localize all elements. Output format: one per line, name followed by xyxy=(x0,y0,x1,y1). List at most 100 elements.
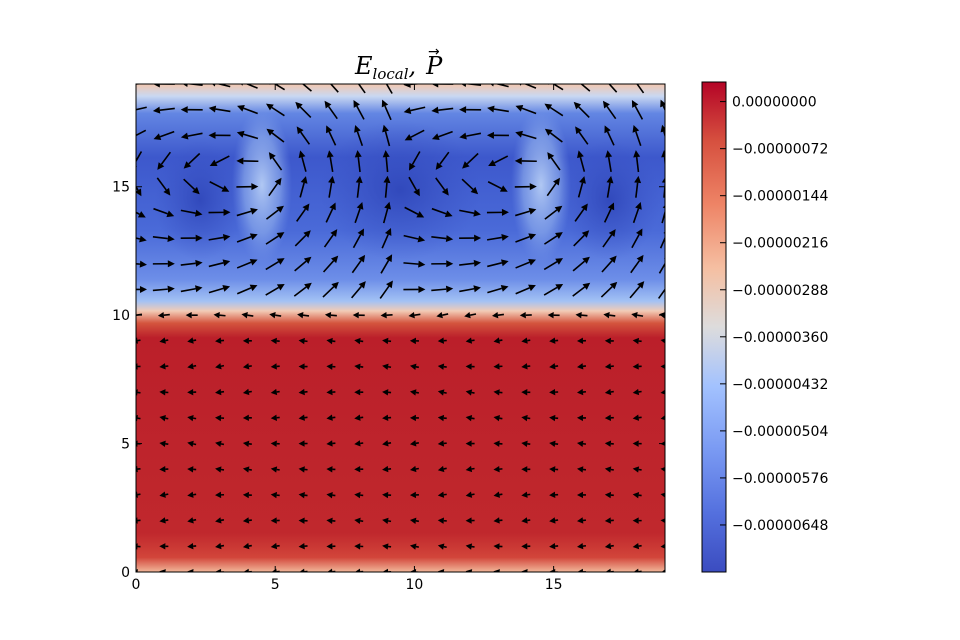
quiver-arrow xyxy=(577,363,587,370)
quiver-arrow xyxy=(180,234,203,242)
quiver-arrow xyxy=(636,84,645,94)
quiver-arrow xyxy=(382,465,392,473)
quiver-arrow xyxy=(298,466,308,473)
quiver-arrow xyxy=(573,230,590,247)
quiver-arrow xyxy=(549,440,559,447)
quiver-arrow xyxy=(157,151,172,170)
quiver-arrow xyxy=(437,543,447,550)
quiver-arrow xyxy=(409,517,419,525)
x-tick-label: 15 xyxy=(545,577,563,593)
field-dark-left xyxy=(155,140,245,260)
quiver-arrow xyxy=(603,202,615,223)
quiver-arrow xyxy=(576,388,587,396)
quiver-arrow xyxy=(352,311,365,319)
quiver-arrow xyxy=(382,491,392,499)
quiver-arrow xyxy=(459,259,482,267)
quiver-arrow xyxy=(236,284,258,295)
quiver-arrow xyxy=(215,568,225,572)
quiver-arrow xyxy=(603,311,616,319)
quiver-arrow xyxy=(354,466,364,473)
quiver-arrow xyxy=(136,211,146,218)
quiver-arrow xyxy=(236,130,259,140)
quiver-arrow xyxy=(136,260,147,268)
quiver-arrow xyxy=(236,183,259,191)
quiver-arrow xyxy=(354,202,364,224)
quiver-arrow xyxy=(382,543,392,550)
quiver-arrow xyxy=(465,337,475,344)
title-main: E xyxy=(354,52,373,80)
quiver-arrow xyxy=(403,260,426,268)
title-subscript: local xyxy=(373,65,409,83)
quiver-arrow xyxy=(213,311,226,319)
quiver-arrow xyxy=(381,99,392,121)
quiver-arrow xyxy=(493,363,503,370)
quiver-arrow xyxy=(354,124,364,147)
quiver-arrow xyxy=(409,465,419,473)
quiver-arrow xyxy=(187,388,197,396)
quiver-arrow xyxy=(408,151,421,171)
quiver-arrow xyxy=(521,568,531,572)
colorbar-tick-label: −0.00000648 xyxy=(732,518,828,534)
quiver-arrow xyxy=(549,543,559,550)
quiver-arrow xyxy=(270,542,280,550)
quiver-arrow xyxy=(382,150,390,173)
quiver-arrow xyxy=(631,312,644,319)
title-vector-accent: → xyxy=(428,44,440,60)
quiver-arrow xyxy=(382,414,392,421)
quiver-arrow xyxy=(544,205,563,220)
quiver-arrow xyxy=(490,84,509,88)
quiver-arrow xyxy=(543,258,564,271)
quiver-arrow xyxy=(215,440,225,448)
quiver-arrow xyxy=(604,414,614,422)
quiver-arrow xyxy=(437,569,447,572)
quiver-arrow xyxy=(298,414,308,421)
quiver-arrow xyxy=(493,389,503,396)
quiver-arrow xyxy=(136,285,147,293)
quiver-arrow xyxy=(270,388,280,396)
quiver-arrow xyxy=(409,491,419,499)
quiver-arrow xyxy=(465,363,475,370)
quiver-arrow xyxy=(487,105,509,113)
quiver-arrow xyxy=(270,363,280,370)
quiver-arrow xyxy=(270,337,280,345)
x-tick-label: 10 xyxy=(406,577,424,593)
colorbar-tick-label: −0.00000144 xyxy=(732,189,828,205)
quiver-arrow xyxy=(660,466,665,472)
quiver-arrow xyxy=(326,337,336,345)
quiver-arrow xyxy=(383,175,391,198)
quiver-arrow xyxy=(549,466,559,473)
quiver-arrow xyxy=(462,152,479,169)
quiver-arrow xyxy=(464,312,477,319)
quiver-arrow xyxy=(631,100,644,120)
quiver-arrow xyxy=(156,177,171,196)
quiver-arrow xyxy=(632,440,642,447)
quiver-arrow xyxy=(459,285,481,293)
quiver-arrow xyxy=(604,363,614,370)
quiver-arrow xyxy=(486,131,509,139)
quiver-arrow xyxy=(404,129,425,141)
quiver-arrow xyxy=(298,363,308,370)
quiver-arrow xyxy=(322,281,339,298)
quiver-arrow xyxy=(183,178,200,195)
quiver-arrow xyxy=(632,491,642,499)
quiver-arrow xyxy=(606,175,614,198)
quiver-arrow xyxy=(437,414,447,422)
quiver-arrow xyxy=(431,130,453,141)
quiver-arrow xyxy=(382,389,392,396)
quiver-arrow xyxy=(486,208,509,216)
quiver-arrow xyxy=(487,181,508,192)
quiver-arrow xyxy=(660,492,665,498)
quiver-arrow xyxy=(324,311,337,319)
quiver-arrow xyxy=(136,106,147,111)
quiver-arrow xyxy=(431,207,453,218)
quiver-arrow xyxy=(153,130,175,141)
quiver-arrow xyxy=(573,101,590,119)
colorbar-tick-label: −0.00000576 xyxy=(732,471,828,487)
quiver-arrow xyxy=(547,311,560,319)
quiver-arrow xyxy=(266,128,285,143)
x-tick-label: 5 xyxy=(271,577,280,593)
quiver-arrow xyxy=(382,201,392,224)
quiver-arrow xyxy=(296,126,311,145)
quiver-arrow xyxy=(604,388,614,396)
quiver-arrow xyxy=(298,542,308,550)
